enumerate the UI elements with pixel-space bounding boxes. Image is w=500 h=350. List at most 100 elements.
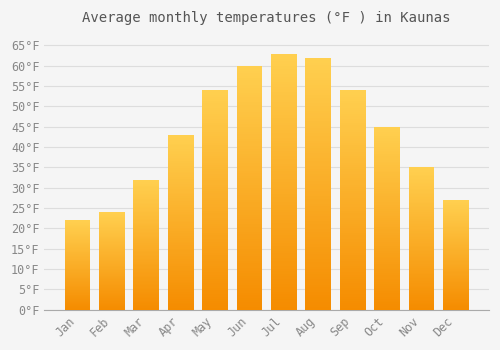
- Bar: [374, 193, 400, 195]
- Bar: [202, 213, 228, 215]
- Bar: [134, 196, 159, 198]
- Bar: [408, 200, 434, 202]
- Bar: [168, 268, 194, 270]
- Bar: [202, 92, 228, 95]
- Bar: [64, 268, 90, 270]
- Bar: [202, 268, 228, 270]
- Bar: [306, 307, 331, 310]
- Bar: [443, 245, 468, 246]
- Bar: [443, 209, 468, 210]
- Bar: [236, 268, 262, 271]
- Bar: [236, 197, 262, 200]
- Bar: [340, 239, 365, 241]
- Bar: [306, 63, 331, 65]
- Bar: [340, 108, 365, 110]
- Bar: [340, 180, 365, 182]
- Bar: [202, 279, 228, 281]
- Bar: [99, 285, 125, 286]
- Bar: [408, 183, 434, 184]
- Bar: [306, 196, 331, 199]
- Bar: [202, 149, 228, 152]
- Bar: [306, 289, 331, 292]
- Bar: [64, 266, 90, 267]
- Bar: [168, 240, 194, 242]
- Bar: [408, 237, 434, 239]
- Bar: [202, 272, 228, 275]
- Bar: [99, 265, 125, 266]
- Bar: [64, 282, 90, 283]
- Bar: [99, 268, 125, 269]
- Bar: [340, 299, 365, 301]
- Bar: [134, 247, 159, 248]
- Bar: [374, 253, 400, 255]
- Bar: [271, 169, 297, 172]
- Bar: [271, 259, 297, 261]
- Bar: [236, 95, 262, 97]
- Bar: [202, 145, 228, 147]
- Bar: [374, 191, 400, 192]
- Bar: [64, 250, 90, 251]
- Bar: [443, 275, 468, 276]
- Bar: [168, 248, 194, 250]
- Bar: [202, 215, 228, 217]
- Bar: [168, 306, 194, 308]
- Bar: [99, 305, 125, 306]
- Bar: [408, 219, 434, 220]
- Bar: [340, 279, 365, 281]
- Bar: [271, 184, 297, 187]
- Bar: [64, 232, 90, 233]
- Bar: [236, 227, 262, 229]
- Bar: [134, 304, 159, 306]
- Bar: [408, 281, 434, 283]
- Bar: [271, 166, 297, 169]
- Bar: [202, 196, 228, 198]
- Bar: [374, 152, 400, 154]
- Bar: [99, 227, 125, 228]
- Bar: [236, 102, 262, 105]
- Bar: [271, 92, 297, 94]
- Bar: [408, 202, 434, 203]
- Bar: [202, 296, 228, 299]
- Bar: [202, 277, 228, 279]
- Bar: [202, 112, 228, 114]
- Bar: [340, 241, 365, 244]
- Bar: [443, 217, 468, 219]
- Bar: [202, 127, 228, 130]
- Bar: [134, 260, 159, 261]
- Bar: [374, 302, 400, 304]
- Bar: [306, 302, 331, 305]
- Bar: [202, 288, 228, 290]
- Bar: [168, 243, 194, 245]
- Bar: [443, 308, 468, 309]
- Bar: [168, 238, 194, 240]
- Bar: [340, 275, 365, 277]
- Bar: [340, 105, 365, 108]
- Bar: [443, 279, 468, 280]
- Bar: [306, 178, 331, 181]
- Bar: [202, 101, 228, 103]
- Bar: [99, 253, 125, 254]
- Bar: [202, 189, 228, 191]
- Bar: [408, 267, 434, 268]
- Bar: [374, 176, 400, 178]
- Bar: [271, 156, 297, 159]
- Bar: [306, 90, 331, 93]
- Bar: [271, 212, 297, 215]
- Bar: [340, 182, 365, 184]
- Bar: [168, 152, 194, 154]
- Bar: [271, 261, 297, 264]
- Bar: [99, 262, 125, 263]
- Bar: [374, 301, 400, 302]
- Bar: [168, 266, 194, 268]
- Bar: [99, 249, 125, 250]
- Bar: [202, 251, 228, 253]
- Bar: [134, 308, 159, 310]
- Bar: [236, 76, 262, 78]
- Bar: [202, 241, 228, 244]
- Bar: [202, 220, 228, 222]
- Bar: [202, 261, 228, 264]
- Bar: [271, 302, 297, 304]
- Bar: [408, 243, 434, 244]
- Bar: [271, 243, 297, 246]
- Bar: [236, 112, 262, 114]
